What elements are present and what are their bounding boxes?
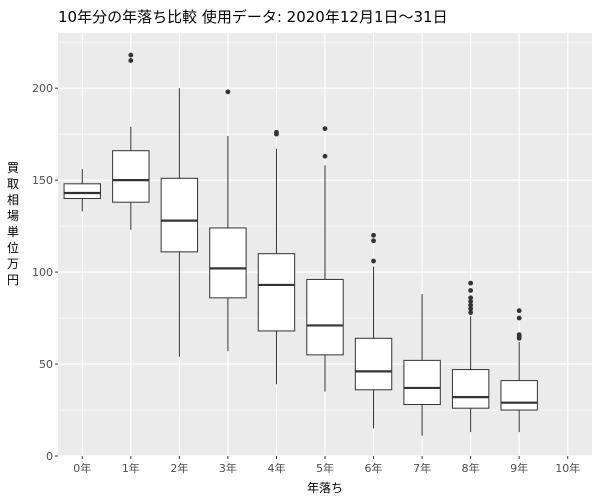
x-tick-label: 7年 [413, 461, 431, 475]
box-1 [112, 52, 150, 230]
outlier-point [468, 310, 474, 315]
box-iqr [63, 183, 101, 200]
outlier-point [468, 299, 474, 304]
outlier-point [516, 315, 522, 321]
x-tick-label: 3年 [219, 461, 237, 475]
outlier-point [468, 295, 474, 301]
box-iqr [451, 369, 490, 409]
outlier-point [371, 232, 376, 238]
x-tick-label: 9年 [510, 461, 528, 475]
outlier-point [371, 238, 376, 244]
x-tick-label: 2年 [170, 461, 188, 475]
box-iqr [354, 337, 393, 391]
box-7 [403, 294, 441, 436]
outlier-point [322, 126, 328, 132]
y-tick-label: 200 [32, 82, 53, 95]
box-iqr [112, 150, 150, 203]
y-tick-label: 50 [39, 358, 53, 371]
box-9 [500, 308, 538, 433]
box-iqr [500, 380, 538, 411]
x-tick-label: 6年 [365, 461, 383, 475]
box-6 [354, 232, 393, 429]
chart-title: 10年分の年落ち比較 使用データ: 2020年12月1日～31日 [58, 8, 448, 26]
box-5 [306, 126, 344, 392]
y-tick-label: 100 [32, 266, 53, 279]
box-4 [257, 129, 296, 385]
outlier-point [322, 153, 328, 159]
x-tick-label: 8年 [462, 461, 480, 475]
x-tick-label: 5年 [316, 461, 334, 475]
x-tick-label: 1年 [122, 461, 140, 475]
x-ticks: 0年 1年 2年 3年 4年 5年 6年 7年 8年 9年 10年 [73, 456, 580, 475]
outlier-point [371, 258, 376, 264]
box-3 [209, 89, 247, 352]
box-iqr [257, 253, 296, 332]
outlier-point [274, 129, 279, 135]
y-tick-label: 0 [46, 450, 53, 463]
box-0 [63, 169, 101, 212]
x-tick-label: 0年 [73, 461, 91, 475]
x-tick-label: 4年 [267, 461, 285, 475]
box-8 [451, 280, 490, 433]
box-iqr [209, 227, 247, 299]
outlier-point [468, 280, 474, 286]
y-tick-label: 150 [32, 174, 53, 187]
outlier-point [468, 302, 474, 308]
outlier-point [128, 52, 134, 58]
outlier-point [516, 332, 522, 338]
outlier-point [128, 58, 134, 63]
box-iqr [306, 278, 344, 356]
box-2 [160, 88, 199, 357]
outlier-point [225, 89, 231, 95]
boxes [63, 52, 538, 436]
box-iqr [160, 177, 199, 253]
x-tick-label: 10年 [555, 461, 580, 475]
outlier-point [516, 308, 522, 314]
y-ticks: 0 50 100 150 200 [32, 82, 58, 463]
box-iqr [403, 359, 441, 406]
outlier-point [468, 288, 474, 293]
outlier-point [468, 306, 474, 312]
x-axis-label: 年落ち [307, 481, 343, 495]
